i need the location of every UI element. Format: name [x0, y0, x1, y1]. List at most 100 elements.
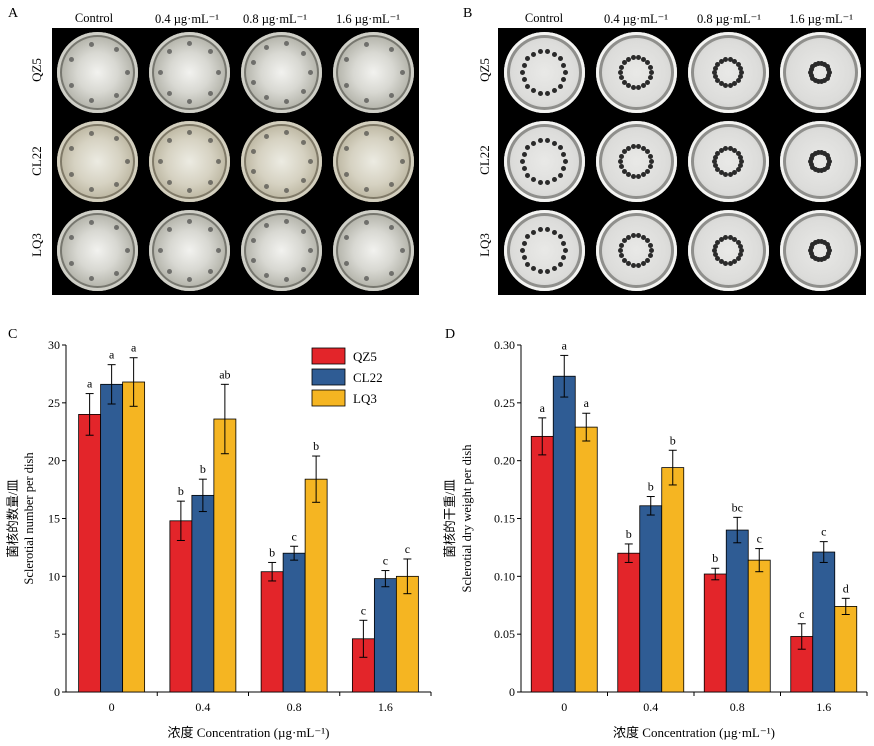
sclerotium-dot [207, 268, 213, 274]
sclerotium-dot [545, 49, 551, 55]
panel-b-col-label: Control [524, 11, 564, 25]
bar [373, 578, 397, 693]
sclerotium-dot [732, 236, 738, 242]
sclerotium-dot [557, 234, 563, 240]
sclerotium-dot [344, 57, 350, 63]
sclerotium-dot [124, 248, 130, 253]
sclerotium-dot [648, 159, 654, 164]
sclerotium-dot [808, 244, 814, 250]
sclerotium-dot [113, 136, 119, 142]
significance-letter: b [670, 433, 676, 447]
sclerotium-dot [812, 78, 818, 84]
sclerotium-dot [545, 268, 551, 274]
sclerotium-dot [647, 64, 653, 70]
sclerotium-dot [530, 51, 536, 57]
sclerotium-dot [819, 238, 825, 244]
panel-b-col-label: 0.4 µg·mL⁻¹ [603, 12, 669, 26]
sclerotium-dot [715, 150, 721, 156]
sclerotium-dot [718, 170, 724, 176]
significance-letter: d [843, 581, 849, 595]
y-tick-label: 25 [48, 396, 60, 410]
sclerotium-dot [735, 150, 741, 156]
sclerotium-dot [557, 83, 563, 89]
y-tick-label: 0.05 [494, 627, 515, 641]
sclerotium-dot [525, 172, 531, 178]
panel-a-letter: A [8, 6, 19, 21]
x-tick-label: 0.4 [195, 700, 210, 714]
bar [530, 435, 554, 693]
sclerotium-dot [561, 255, 567, 261]
bar [703, 573, 727, 693]
y-axis-label: Sclerotial dry weight per dish [460, 444, 474, 593]
panel-a-col-label: Control [74, 11, 114, 25]
sclerotium-dot [283, 219, 289, 225]
sclerotium-dot [264, 222, 270, 228]
bar [725, 529, 749, 693]
y-tick-label: 20 [48, 454, 60, 468]
sclerotium-dot [812, 256, 818, 262]
sclerotium-dot [557, 145, 563, 151]
sclerotium-dot [826, 244, 832, 250]
sclerotium-dot [815, 257, 821, 263]
sclerotium-dot [520, 70, 526, 75]
legend-label: QZ5 [353, 349, 377, 364]
chart-c: C 0 5 10 15 20 25 30 0 a a a 0.4 b b ab 0.8 b c b 1.6 c c c 菌核的数… [5, 327, 432, 740]
sclerotium-dot [388, 181, 394, 187]
sclerotium-dot [618, 248, 624, 253]
sclerotium-dot [808, 155, 814, 161]
sclerotium-dot [545, 90, 551, 96]
sclerotium-dot [735, 239, 741, 245]
sclerotium-dot [819, 149, 825, 155]
sclerotium-dot [824, 165, 830, 171]
bar [260, 571, 284, 693]
sclerotium-dot [552, 266, 558, 272]
sclerotium-dot [815, 79, 821, 85]
y-tick-label: 0.15 [494, 512, 515, 526]
sclerotium-dot [344, 146, 350, 152]
significance-letter: a [109, 348, 115, 362]
sclerotium-dot [251, 257, 257, 263]
sclerotium-dot [822, 256, 828, 262]
sclerotium-dot [808, 251, 814, 257]
sclerotium-dot [630, 173, 636, 179]
sclerotium-dot [545, 227, 551, 233]
sclerotium-dot [166, 268, 172, 274]
x-tick-label: 0.8 [287, 700, 302, 714]
sclerotium-dot [815, 168, 821, 174]
sclerotium-dot [815, 149, 821, 155]
sclerotium-dot [723, 260, 729, 266]
y-tick-label: 0 [54, 685, 60, 699]
sclerotium-dot [735, 61, 741, 67]
sclerotium-dot [812, 150, 818, 156]
significance-letter: a [131, 341, 137, 355]
sclerotium-dot [537, 227, 543, 233]
sclerotium-dot [562, 70, 568, 75]
sclerotium-dot [619, 253, 625, 259]
bar [574, 426, 598, 693]
x-tick-label: 0 [561, 700, 567, 714]
sclerotium-dot [521, 151, 527, 157]
sclerotium-dot [166, 90, 172, 96]
sclerotium-dot [630, 84, 636, 90]
bar [747, 559, 771, 693]
sclerotium-dot [187, 218, 193, 224]
sclerotium-dot [824, 76, 830, 82]
sclerotium-dot [113, 270, 119, 276]
sclerotium-dot [810, 241, 816, 247]
bar [191, 494, 215, 693]
sclerotium-dot [187, 99, 193, 105]
sclerotium-dot [301, 229, 307, 235]
sclerotium-dot [625, 83, 631, 89]
sclerotium-dot [630, 144, 636, 150]
sclerotium-dot [530, 88, 536, 94]
sclerotium-dot [808, 159, 814, 164]
sclerotium-dot [344, 171, 350, 177]
sclerotium-dot [641, 145, 647, 151]
panel-b-col-label: 0.8 µg·mL⁻¹ [696, 12, 762, 26]
sclerotium-dot [308, 248, 314, 253]
sclerotium-dot [808, 70, 814, 75]
sclerotium-dot [625, 234, 631, 240]
sclerotium-dot [645, 60, 651, 66]
sclerotium-dot [525, 145, 531, 151]
sclerotium-dot [364, 130, 370, 136]
